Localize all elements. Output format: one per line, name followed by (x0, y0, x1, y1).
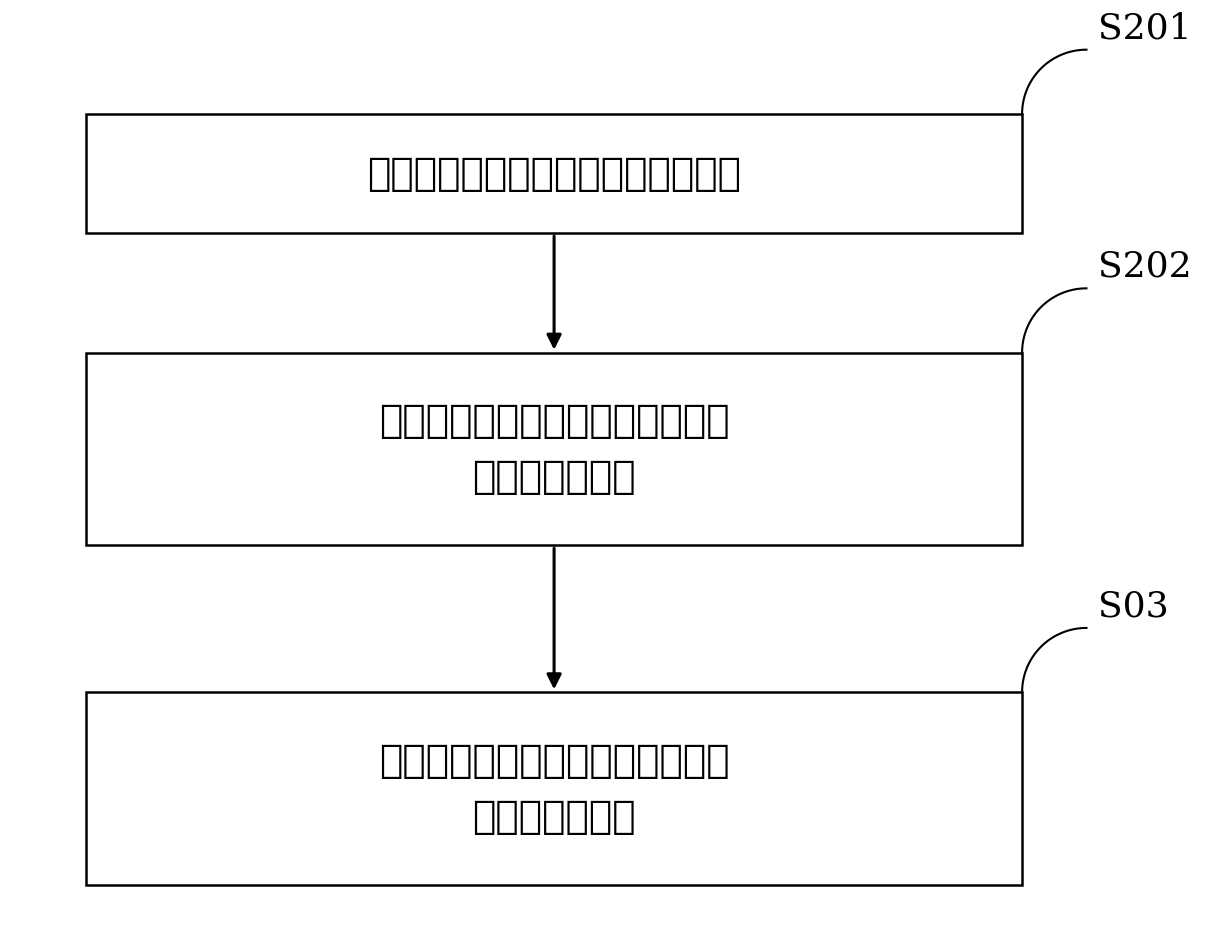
Text: S201: S201 (1098, 11, 1192, 45)
Bar (86, 352, 1022, 545)
Text: 根据归一化处理后的二维小波矩阵
生成时频域图像: 根据归一化处理后的二维小波矩阵 生成时频域图像 (379, 402, 729, 496)
Text: 对所述二维小波矩阵进行归一化处理: 对所述二维小波矩阵进行归一化处理 (367, 154, 741, 193)
Text: S202: S202 (1098, 250, 1192, 283)
Text: 根据归一化处理后的二维小波矩阵
生成时频域图像: 根据归一化处理后的二维小波矩阵 生成时频域图像 (379, 741, 729, 836)
Bar (86, 692, 1022, 885)
Text: S03: S03 (1098, 589, 1169, 624)
Bar (86, 114, 1022, 233)
